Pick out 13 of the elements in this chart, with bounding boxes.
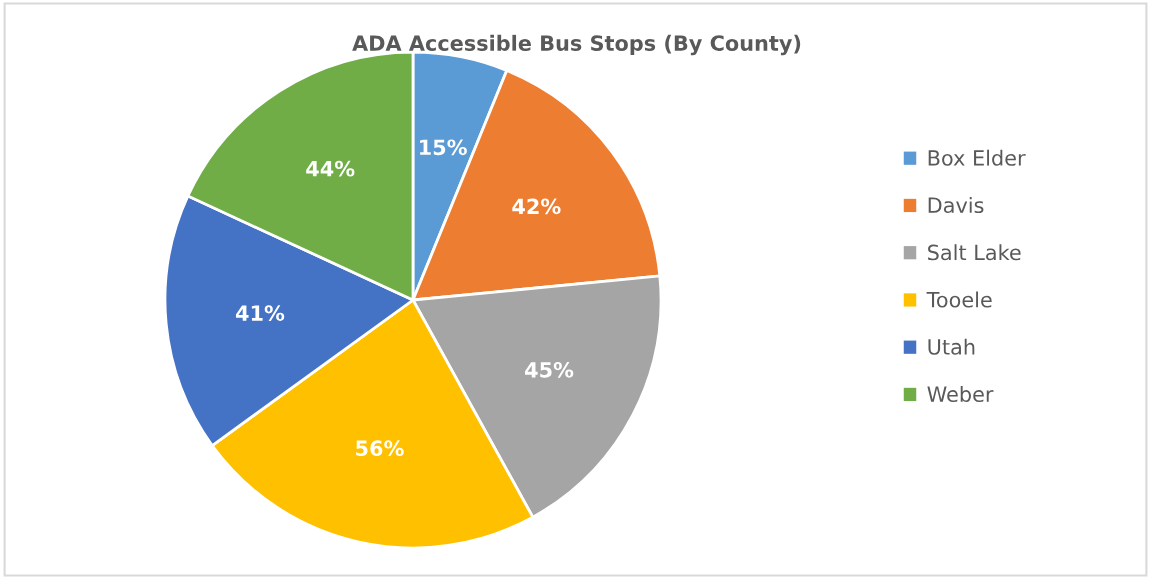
legend-label: Salt Lake <box>928 244 1021 261</box>
data-label: 41% <box>235 305 285 321</box>
legend-label: Weber <box>927 385 994 403</box>
data-label: 45% <box>525 361 574 378</box>
data-label: 42% <box>512 198 561 215</box>
data-label: 44% <box>306 160 355 177</box>
legend-label: Utah <box>928 338 975 355</box>
data-label: 15% <box>420 139 467 156</box>
chart-title: ADA Accessible Bus Stops (By County) <box>352 34 801 56</box>
legend-label: Box Elder <box>928 149 1026 166</box>
data-label: 56% <box>356 440 404 457</box>
legend-label: Davis <box>928 196 984 214</box>
legend-label: Tooele <box>926 291 992 308</box>
